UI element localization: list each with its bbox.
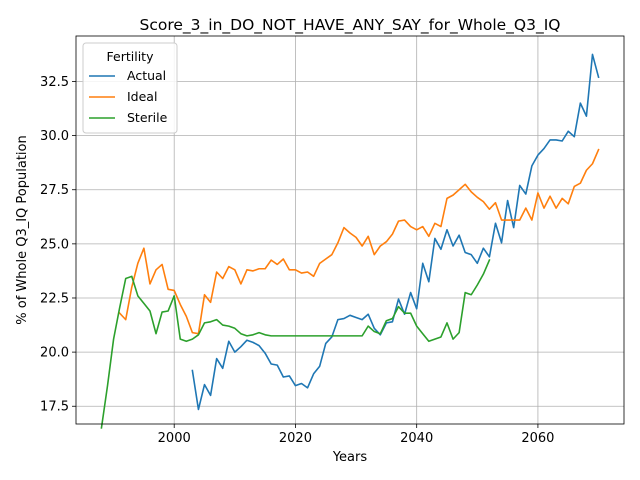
y-tick-label: 17.5 [40,400,69,415]
series-line-sterile [100,259,491,429]
y-tick-label: 27.5 [40,183,69,198]
legend-label-ideal: Ideal [127,89,157,104]
x-tick-label: 2000 [158,431,191,446]
legend-entries: Actual Ideal Sterile [89,68,168,125]
series-line-actual [191,53,600,411]
series-lines [100,53,600,429]
y-axis-label: % of Whole Q3_IQ Population [15,135,30,324]
plot-frame [75,35,625,425]
legend: Fertility Actual Ideal Sterile [82,42,178,134]
legend-label-sterile: Sterile [127,110,168,125]
y-tick-label: 20.0 [40,346,69,361]
chart-title: Score_3_in_DO_NOT_HAVE_ANY_SAY_for_Whole… [140,16,561,35]
x-tick-label: 2060 [521,431,554,446]
legend-label-actual: Actual [127,68,166,83]
y-tick-label: 32.5 [40,75,69,90]
axis-ticks: 2000 2020 2040 2060 17.5 20.0 22.5 25.0 27.5 30.0… [40,75,554,446]
x-tick-label: 2020 [279,431,312,446]
y-tick-label: 22.5 [40,291,69,306]
y-tick-label: 30.0 [40,129,69,144]
series-line-ideal [118,148,600,335]
legend-title: Fertility [107,49,155,64]
x-axis-label: Years [332,450,368,465]
y-tick-label: 25.0 [40,237,69,252]
x-tick-label: 2040 [400,431,433,446]
legend-box [82,42,178,134]
